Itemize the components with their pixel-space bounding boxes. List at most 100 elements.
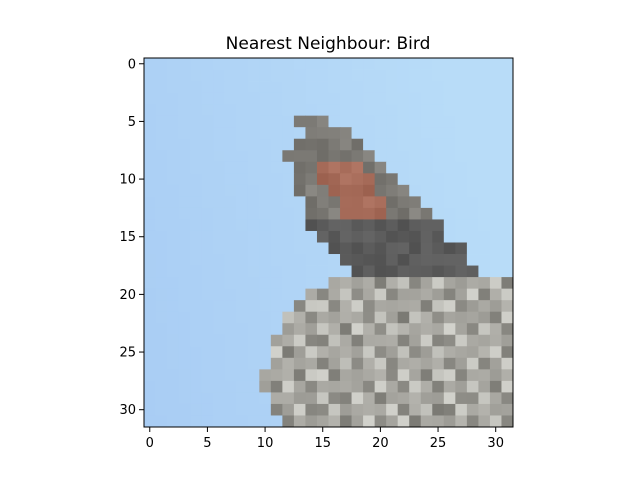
image-pixel xyxy=(167,115,179,128)
image-pixel xyxy=(397,207,410,220)
image-pixel xyxy=(224,415,237,428)
image-pixel xyxy=(420,207,433,220)
image-pixel xyxy=(167,392,179,405)
image-pixel xyxy=(489,311,502,324)
image-pixel xyxy=(213,127,226,140)
image-pixel xyxy=(466,150,479,163)
image-pixel xyxy=(386,323,399,336)
image-pixel xyxy=(466,219,479,232)
image-pixel xyxy=(270,334,283,347)
image-pixel xyxy=(478,115,491,128)
image-pixel xyxy=(420,334,433,347)
image-pixel xyxy=(328,81,341,93)
image-pixel xyxy=(397,392,410,405)
image-pixel xyxy=(386,138,399,151)
image-pixel xyxy=(305,311,318,324)
image-pixel xyxy=(144,104,156,117)
image-pixel xyxy=(236,230,249,243)
image-pixel xyxy=(328,369,341,382)
image-pixel xyxy=(178,311,191,324)
image-pixel xyxy=(340,115,352,128)
y-tick-label: 20 xyxy=(119,288,136,303)
image-pixel xyxy=(282,150,295,163)
image-pixel xyxy=(190,415,203,428)
image-pixel xyxy=(420,58,433,70)
image-pixel xyxy=(178,173,191,186)
image-pixel xyxy=(247,161,260,174)
image-pixel xyxy=(328,150,341,163)
image-pixel xyxy=(224,92,237,105)
image-axes: 0 5 10 15 20 25 30 0 5 10 15 20 25 30 xyxy=(119,57,514,451)
image-pixel xyxy=(489,334,502,347)
image-pixel xyxy=(363,115,376,128)
image-pixel xyxy=(432,115,445,128)
image-pixel xyxy=(432,58,445,70)
image-pixel xyxy=(478,81,491,93)
image-pixel xyxy=(374,265,387,278)
image-pixel xyxy=(155,265,168,278)
image-pixel xyxy=(236,403,249,416)
image-pixel xyxy=(224,161,237,174)
image-pixel xyxy=(374,369,387,382)
image-pixel xyxy=(351,392,364,405)
image-pixel xyxy=(363,300,376,313)
image-pixel xyxy=(201,81,214,93)
image-pixel xyxy=(340,127,352,140)
image-pixel xyxy=(397,357,410,370)
x-tick-label: 30 xyxy=(487,436,504,451)
image-pixel xyxy=(466,288,479,301)
image-pixel xyxy=(259,300,272,313)
image-pixel xyxy=(363,69,376,82)
image-pixel xyxy=(386,219,399,232)
image-pixel xyxy=(213,92,226,105)
image-pixel xyxy=(432,230,445,243)
image-pixel xyxy=(155,380,168,393)
image-pixel xyxy=(397,323,410,336)
image-pixel xyxy=(478,242,491,255)
image-pixel xyxy=(455,69,468,82)
image-pixel xyxy=(213,265,226,278)
image-pixel xyxy=(374,415,387,428)
image-pixel xyxy=(420,161,433,174)
image-pixel xyxy=(328,127,341,140)
image-pixel xyxy=(247,323,260,336)
image-pixel xyxy=(201,265,214,278)
image-pixel xyxy=(443,196,456,209)
image-pixel xyxy=(397,92,410,105)
image-pixel xyxy=(397,81,410,93)
image-pixel xyxy=(363,150,376,163)
image-pixel xyxy=(224,207,237,220)
image-pixel xyxy=(247,173,260,186)
image-pixel xyxy=(247,184,260,197)
image-pixel xyxy=(293,81,306,93)
image-pixel xyxy=(489,161,502,174)
image-pixel xyxy=(363,277,376,290)
image-pixel xyxy=(144,81,156,93)
image-pixel xyxy=(363,415,376,428)
image-pixel xyxy=(190,58,203,70)
image-pixel xyxy=(455,415,468,428)
image-pixel xyxy=(466,92,479,105)
image-pixel xyxy=(501,104,514,117)
image-pixel xyxy=(316,254,329,266)
image-pixel xyxy=(178,369,191,382)
image-pixel xyxy=(270,58,283,70)
image-pixel xyxy=(201,346,214,359)
image-pixel xyxy=(340,161,352,174)
image-pixel xyxy=(270,300,283,313)
image-pixel xyxy=(489,300,502,313)
image-pixel xyxy=(155,369,168,382)
image-pixel xyxy=(305,138,318,151)
image-pixel xyxy=(328,230,341,243)
image-pixel xyxy=(443,69,456,82)
image-pixel xyxy=(455,196,468,209)
image-pixel xyxy=(328,311,341,324)
image-pixel xyxy=(489,219,502,232)
image-pixel xyxy=(363,207,376,220)
image-pixel xyxy=(363,392,376,405)
image-pixel xyxy=(144,357,156,370)
image-pixel xyxy=(247,415,260,428)
image-pixel xyxy=(224,127,237,140)
image-pixel xyxy=(270,161,283,174)
image-pixel xyxy=(374,58,387,70)
